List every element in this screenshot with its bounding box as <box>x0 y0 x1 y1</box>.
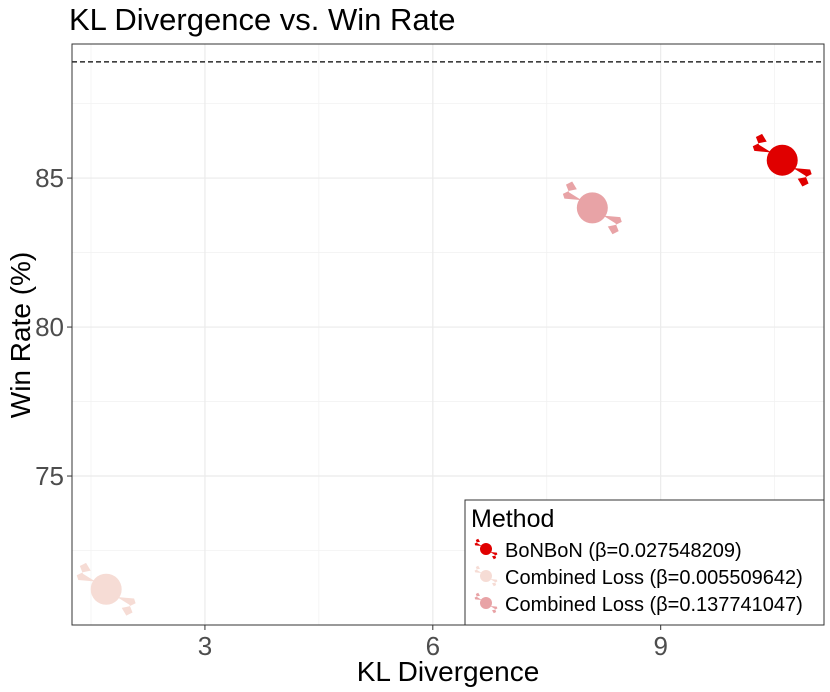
x-axis-label: KL Divergence <box>357 656 540 687</box>
legend-label: Combined Loss (β=0.137741047) <box>505 594 803 616</box>
marker-body <box>480 570 492 582</box>
chart-title: KL Divergence vs. Win Rate <box>69 2 456 37</box>
legend-box <box>464 499 825 626</box>
marker-wrapper-right <box>490 606 498 614</box>
legend-label: Combined Loss (β=0.005509642) <box>505 567 803 589</box>
marker-body <box>480 543 492 555</box>
marker-wrapper-left <box>752 133 772 153</box>
marker-body <box>766 144 798 176</box>
legend-key <box>474 565 498 587</box>
data-point <box>562 181 622 235</box>
data-points <box>76 133 812 616</box>
marker-wrapper-right <box>603 215 622 235</box>
marker-wrapper-left <box>562 181 582 201</box>
marker-wrapper-left <box>474 592 482 600</box>
y-axis-label: Win Rate (%) <box>5 252 36 418</box>
legend-key <box>474 538 498 560</box>
y-tick-label: 85 <box>35 163 64 193</box>
data-point <box>752 133 812 187</box>
grid <box>72 44 824 625</box>
legend-label: BoNBoN (β=0.027548209) <box>505 540 742 562</box>
marker-wrapper-left <box>474 565 482 573</box>
marker-wrapper-right <box>117 596 136 616</box>
legend-title: Method <box>471 505 554 533</box>
marker-wrapper-right <box>490 579 498 587</box>
marker-wrapper-left <box>76 562 96 582</box>
legend-key <box>474 592 498 614</box>
y-tick-label: 80 <box>35 312 64 342</box>
legend: Method BoNBoN (β=0.027548209) Combined Lo… <box>464 499 825 626</box>
marker-wrapper-right <box>793 167 812 187</box>
marker-body <box>576 192 608 224</box>
marker-wrapper-right <box>490 552 498 560</box>
legend-items: BoNBoN (β=0.027548209) Combined Loss (β=0… <box>474 538 803 616</box>
y-tick-label: 75 <box>35 461 64 491</box>
x-tick-label: 6 <box>426 631 440 661</box>
x-ticks: 3 6 9 <box>198 625 668 661</box>
marker-wrapper-left <box>474 538 482 546</box>
y-ticks: 75 80 85 <box>35 163 72 491</box>
plot-border <box>71 43 825 626</box>
x-tick-label: 3 <box>198 631 212 661</box>
marker-body <box>480 597 492 609</box>
marker-body <box>90 573 122 605</box>
data-point <box>76 562 136 616</box>
x-tick-label: 9 <box>653 631 667 661</box>
